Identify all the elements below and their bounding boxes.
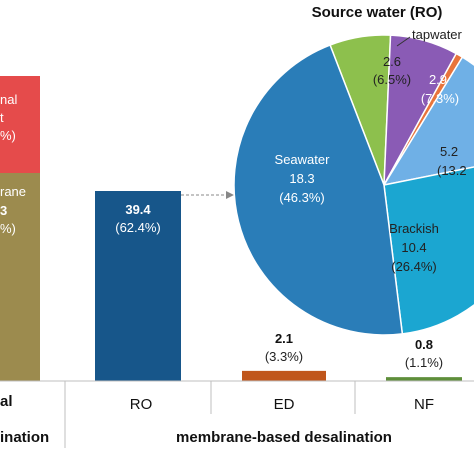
bar-nf-value-label: 0.8 [415,337,433,352]
slice-3-percent: (13.2 [437,163,467,178]
category-label-nf: NF [414,396,434,413]
bar-ed-value-label: 2.1 [275,331,293,346]
pie-slice-brackish [383,166,474,335]
pie-title: Source water (RO) [312,4,443,21]
slice-5-value: 2.9 [429,72,447,87]
stack-segment-top [0,76,40,173]
slice-brackish-percent: (26.4%) [391,259,437,274]
bar-chart: nal t %) rane 3 %) 39.4 (62.4%) 2.1 (3.3… [0,76,474,448]
bar-ed-percent-label: (3.3%) [265,349,303,364]
group-label-left-bottom: ination [0,429,49,446]
slice-brackish-value: 10.4 [401,240,426,255]
stack-segment-top-line-2: t [0,110,4,125]
slice-3-value: 5.2 [440,144,458,159]
pie-chart: Source water (RO) Seawater 18.3 (46.3%) … [233,4,474,336]
pie-slice-slice-3 [382,56,474,187]
slice-seawater-percent: (46.3%) [279,190,325,205]
stack-segment-bottom [0,173,40,381]
bar-ro-value-label: 39.4 [125,202,151,217]
stack-segment-bottom-line-3: %) [0,221,16,236]
slice-seawater-name: Seawater [275,152,331,167]
slice-5-percent: (7.3%) [421,91,459,106]
callout-label-tapwater: tapwater [412,27,463,42]
category-label-ro: RO [130,396,153,413]
group-label-membrane: membrane-based desalination [176,429,392,446]
bar-ro-percent-label: (62.4%) [115,220,161,235]
bar-ro [95,191,181,381]
category-label-ed: ED [274,396,295,413]
pie-slices [233,34,474,336]
group-label-left-top: al [0,393,13,410]
slice-6-percent: (6.5%) [373,72,411,87]
bar-nf-percent-label: (1.1%) [405,355,443,370]
slice-6-value: 2.6 [383,54,401,69]
stack-segment-bottom-line-1: rane [0,184,26,199]
callout-line [396,36,411,47]
bar-ed [242,370,326,381]
stack-segment-top-line-3: %) [0,128,16,143]
slice-brackish-name: Brackish [389,221,439,236]
slice-seawater-value: 18.3 [289,171,314,186]
pie-slice-seawater [233,44,404,336]
connector-arrow-head [226,191,234,199]
stack-segment-bottom-line-2: 3 [0,203,7,218]
stack-segment-top-line-1: nal [0,92,17,107]
bar-nf [386,377,462,381]
